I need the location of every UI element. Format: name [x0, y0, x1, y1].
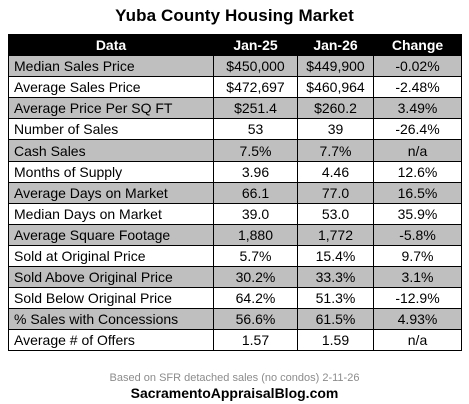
jan-26-value: 33.3%: [297, 266, 374, 289]
table-row: Average # of Offers 1.57 1.59 n/a: [8, 329, 462, 352]
jan-25-value: 64.2%: [213, 287, 298, 310]
table-row: Sold Below Original Price 64.2% 51.3% -12.9…: [8, 287, 462, 310]
change-value: -12.9%: [373, 287, 462, 310]
jan-25-value: $450,000: [213, 55, 298, 78]
change-value: -0.02%: [373, 55, 462, 78]
jan-26-value: $260.2: [297, 97, 374, 120]
row-label: Median Sales Price: [8, 55, 214, 78]
table-row: Cash Sales 7.5% 7.7% n/a: [8, 139, 462, 162]
row-label: Average Price Per SQ FT: [8, 97, 214, 120]
table-row: Average Square Footage 1,880 1,772 -5.8%: [8, 223, 462, 246]
table-row: Months of Supply 3.96 4.46 12.6%: [8, 160, 462, 183]
jan-26-value: 77.0: [297, 181, 374, 204]
table-body: Median Sales Price $450,000 $449,900 -0.02%…: [8, 55, 462, 352]
table-row: Sold Above Original Price 30.2% 33.3% 3.1%: [8, 266, 462, 289]
jan-25-value: $251.4: [213, 97, 298, 120]
jan-25-value: 1.57: [213, 329, 298, 352]
table-row: Average Sales Price $472,697 $460,964 -2.48…: [8, 76, 462, 99]
table-row: Median Sales Price $450,000 $449,900 -0.02%: [8, 55, 462, 78]
change-value: 3.1%: [373, 266, 462, 289]
jan-25-value: $472,697: [213, 76, 298, 99]
row-label: Average Days on Market: [8, 181, 214, 204]
jan-26-value: 4.46: [297, 160, 374, 183]
table-row: Number of Sales 53 39 -26.4%: [8, 118, 462, 141]
change-value: 3.49%: [373, 97, 462, 120]
column-header-change: Change: [373, 33, 462, 57]
row-label: % Sales with Concessions: [8, 308, 214, 331]
jan-25-value: 56.6%: [213, 308, 298, 331]
change-value: 4.93%: [373, 308, 462, 331]
row-label: Cash Sales: [8, 139, 214, 162]
jan-25-value: 66.1: [213, 181, 298, 204]
housing-market-table: Data Jan-25 Jan-26 Change Median Sales P…: [8, 33, 462, 352]
column-header-jan-26: Jan-26: [297, 33, 374, 57]
jan-25-value: 7.5%: [213, 139, 298, 162]
page-title: Yuba County Housing Market: [115, 6, 354, 25]
column-header-jan-25: Jan-25: [213, 33, 298, 57]
change-value: 9.7%: [373, 244, 462, 268]
table-row: Median Days on Market 39.0 53.0 35.9%: [8, 202, 462, 225]
row-label: Number of Sales: [8, 118, 214, 141]
jan-25-value: 5.7%: [213, 244, 298, 268]
brand-footer: SacramentoAppraisalBlog.com: [130, 385, 339, 401]
jan-26-value: 61.5%: [297, 308, 374, 331]
jan-25-value: 1,880: [213, 223, 298, 246]
table-row: Sold at Original Price 5.7% 15.4% 9.7%: [8, 244, 462, 268]
row-label: Months of Supply: [8, 160, 214, 183]
jan-26-value: 39: [297, 118, 374, 141]
row-label: Average Square Footage: [8, 223, 214, 246]
row-label: Sold Above Original Price: [8, 266, 214, 289]
row-label: Average # of Offers: [8, 329, 214, 352]
jan-25-value: 3.96: [213, 160, 298, 183]
jan-26-value: 7.7%: [297, 139, 374, 162]
change-value: -2.48%: [373, 76, 462, 99]
jan-26-value: 1,772: [297, 223, 374, 246]
change-value: 16.5%: [373, 181, 462, 204]
table-header-row: Data Jan-25 Jan-26 Change: [8, 33, 462, 57]
jan-26-value: $460,964: [297, 76, 374, 99]
jan-25-value: 39.0: [213, 202, 298, 225]
change-value: n/a: [373, 139, 462, 162]
jan-26-value: 1.59: [297, 329, 374, 352]
column-header-data: Data: [8, 33, 214, 57]
change-value: n/a: [373, 329, 462, 352]
change-value: 35.9%: [373, 202, 462, 225]
jan-25-value: 53: [213, 118, 298, 141]
jan-26-value: 15.4%: [297, 244, 374, 268]
table-row: Average Days on Market 66.1 77.0 16.5%: [8, 181, 462, 204]
table-row: % Sales with Concessions 56.6% 61.5% 4.93%: [8, 308, 462, 331]
jan-26-value: $449,900: [297, 55, 374, 78]
jan-26-value: 53.0: [297, 202, 374, 225]
footnote: Based on SFR detached sales (no condos) …: [109, 372, 360, 384]
jan-25-value: 30.2%: [213, 266, 298, 289]
jan-26-value: 51.3%: [297, 287, 374, 310]
change-value: -26.4%: [373, 118, 462, 141]
change-value: -5.8%: [373, 223, 462, 246]
change-value: 12.6%: [373, 160, 462, 183]
row-label: Average Sales Price: [8, 76, 214, 99]
row-label: Sold Below Original Price: [8, 287, 214, 310]
row-label: Sold at Original Price: [8, 244, 214, 268]
table-row: Average Price Per SQ FT $251.4 $260.2 3.49%: [8, 97, 462, 120]
row-label: Median Days on Market: [8, 202, 214, 225]
